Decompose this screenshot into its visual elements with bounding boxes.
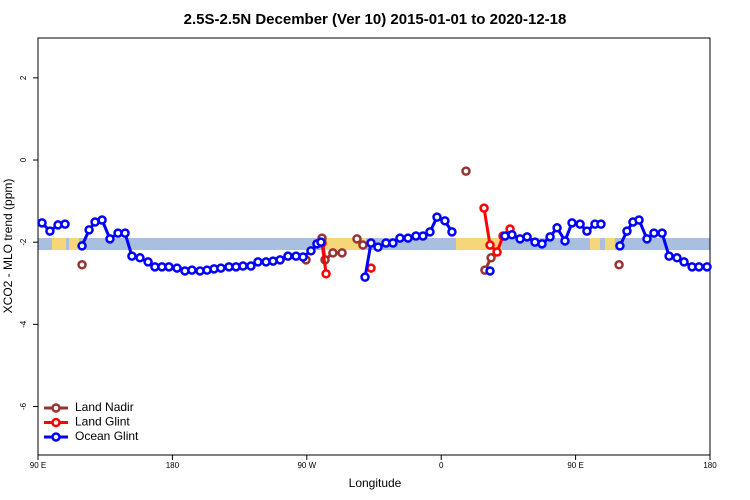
data-point <box>283 251 293 261</box>
data-point <box>328 248 338 258</box>
data-point <box>596 219 606 229</box>
data-point <box>403 233 413 243</box>
data-point <box>614 260 624 270</box>
data-point <box>657 228 667 238</box>
data-point <box>238 261 248 271</box>
data-point <box>321 269 331 279</box>
data-point <box>105 234 115 244</box>
legend-label: Ocean Glint <box>75 429 139 443</box>
data-point <box>352 234 362 244</box>
plot-frame <box>37 37 711 456</box>
data-point <box>164 262 174 272</box>
data-point <box>172 263 182 273</box>
y-tick-label: -6 <box>19 402 28 410</box>
data-point <box>77 241 87 251</box>
y-tick-label: 2 <box>19 75 28 80</box>
data-point <box>486 253 496 263</box>
data-point <box>485 266 495 276</box>
data-point <box>143 257 153 267</box>
data-point <box>388 238 398 248</box>
data-point <box>642 234 652 244</box>
legend-marker <box>51 403 61 413</box>
x-tick-label: 90 E <box>567 461 583 470</box>
data-point <box>537 239 547 249</box>
chart-title: 2.5S-2.5N December (Ver 10) 2015-01-01 t… <box>184 11 567 28</box>
data-point <box>485 240 495 250</box>
x-axis-label: Longitude <box>349 476 402 490</box>
data-point <box>425 227 435 237</box>
data-point <box>246 261 256 271</box>
data-point <box>447 227 457 237</box>
legend-marker <box>51 432 61 442</box>
data-point <box>127 251 137 261</box>
data-point <box>216 263 226 273</box>
data-point <box>479 203 489 213</box>
data-point <box>461 166 471 176</box>
data-point <box>45 226 55 236</box>
x-tick-label: 90 W <box>297 461 316 470</box>
x-tick-label: 180 <box>703 461 717 470</box>
data-point <box>672 253 682 263</box>
land-band <box>590 238 600 250</box>
data-point <box>135 253 145 263</box>
data-point <box>418 231 428 241</box>
data-point <box>522 232 532 242</box>
data-point <box>492 247 502 257</box>
data-point <box>545 232 555 242</box>
data-point <box>60 219 70 229</box>
data-point <box>77 260 87 270</box>
data-point <box>507 230 517 240</box>
data-point <box>622 226 632 236</box>
data-point <box>306 246 316 256</box>
data-point <box>187 265 197 275</box>
data-point <box>366 238 376 248</box>
data-point <box>649 228 659 238</box>
data-point <box>615 241 625 251</box>
data-point <box>373 242 383 252</box>
data-point <box>634 215 644 225</box>
data-point <box>582 226 592 236</box>
data-point <box>440 216 450 226</box>
y-tick-label: 0 <box>19 157 28 162</box>
data-point <box>567 218 577 228</box>
data-point <box>120 228 130 238</box>
data-point <box>432 212 442 222</box>
data-point <box>395 233 405 243</box>
land-band <box>52 238 66 250</box>
data-point <box>337 248 347 258</box>
data-point <box>560 236 570 246</box>
data-point <box>275 255 285 265</box>
data-point <box>694 262 704 272</box>
data-point <box>679 257 689 267</box>
data-point <box>298 252 308 262</box>
data-point <box>360 272 370 282</box>
data-point <box>702 262 712 272</box>
data-point <box>358 240 368 250</box>
data-point <box>552 223 562 233</box>
legend-marker <box>51 417 61 428</box>
y-tick-label: -2 <box>19 238 28 246</box>
y-axis-label: XCO2 - MLO trend (ppm) <box>1 179 15 314</box>
legend-label: Land Nadir <box>75 400 134 414</box>
data-point <box>316 237 326 247</box>
data-point <box>37 218 47 228</box>
legend-label: Land Glint <box>75 415 130 429</box>
data-point <box>575 219 585 229</box>
data-point <box>84 225 94 235</box>
data-point <box>664 251 674 261</box>
land-band <box>69 238 79 250</box>
data-point <box>97 215 107 225</box>
x-tick-label: 90 E <box>30 461 46 470</box>
y-tick-label: -4 <box>19 320 28 328</box>
data-point <box>253 257 263 267</box>
land-band <box>605 238 615 250</box>
x-tick-label: 0 <box>439 461 444 470</box>
x-tick-label: 180 <box>166 461 180 470</box>
